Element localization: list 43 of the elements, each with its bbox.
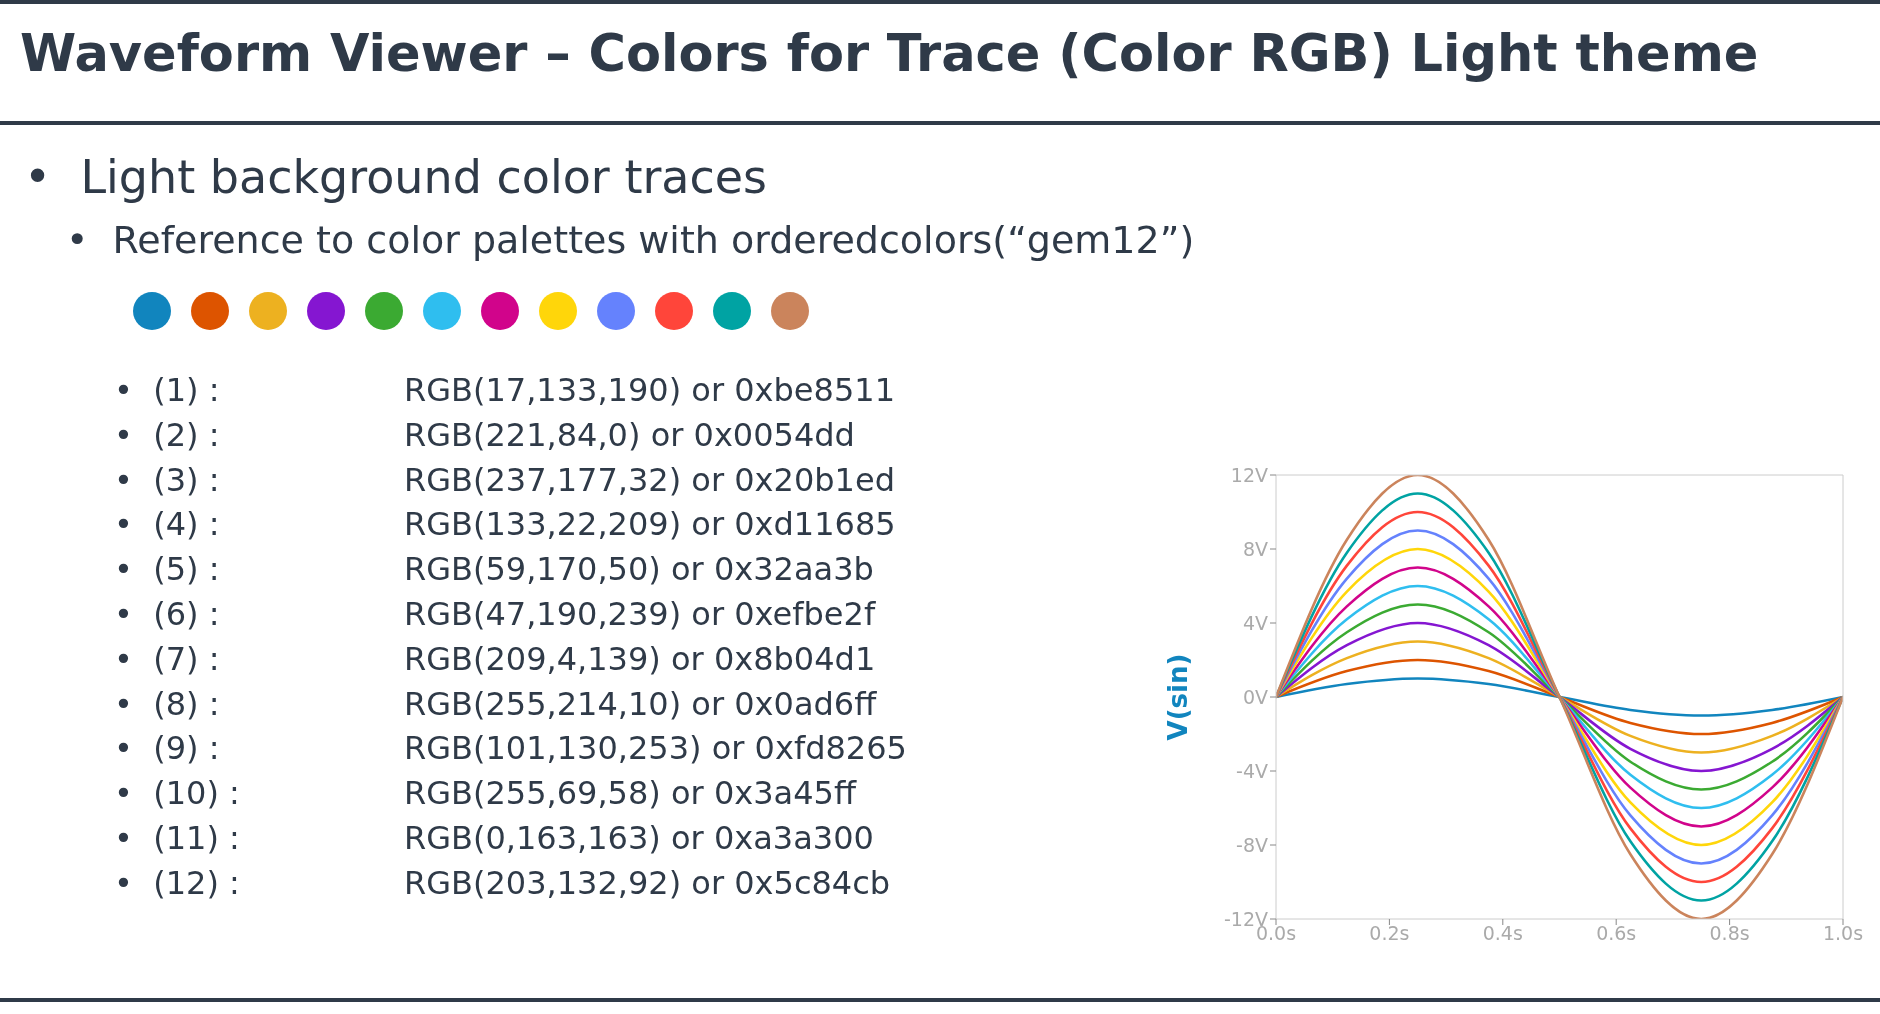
text: RGB(209,4,139) or 0x8b04d1 (404, 639, 876, 678)
text: • (6) : (114, 594, 221, 635)
y-tick-label: 4V (1242, 611, 1268, 634)
text: • (4) : (114, 504, 221, 546)
text: • (5) : (114, 549, 221, 591)
text: RGB(0,163,163) or 0xa3a300 (404, 818, 874, 857)
text: RGB(133,22,209) or 0xd11685 (404, 505, 896, 544)
text: • (1) : (114, 370, 221, 411)
text: • (2) : (114, 414, 221, 456)
y-axis-title: V(sin) (1163, 653, 1194, 741)
text: • (10) : (114, 773, 241, 815)
x-tick-label: 0.2s (1369, 922, 1410, 945)
text: RGB(17,133,190) or 0xbe8511 (404, 371, 895, 409)
text: • (7) : (114, 638, 221, 680)
line-series (1276, 640, 1843, 754)
x-tick-label: 0.4s (1482, 922, 1523, 945)
y-tick-label: 0V (1242, 685, 1268, 708)
line-series (1276, 658, 1843, 736)
text: RGB(101,130,253) or 0xfd8265 (404, 729, 907, 768)
text: • (3) : (114, 459, 221, 501)
text: RGB(237,177,32) or 0x20b1ed (404, 460, 895, 499)
line-series (1276, 621, 1843, 773)
y-tick-label: 8V (1242, 537, 1268, 560)
text: RGB(221,84,0) or 0x0054dd (404, 415, 855, 454)
y-tick-label: 12V (1230, 463, 1268, 486)
text: RGB(59,170,50) or 0x32aa3b (404, 550, 874, 589)
text: RGB(47,190,239) or 0xefbe2f (404, 594, 876, 633)
x-tick-label: 0.8s (1709, 922, 1750, 945)
text: RGB(255,214,10) or 0x0ad6ff (404, 684, 877, 723)
text: • Reference to color palettes with orderedcolors(“gem12”) (66, 218, 1195, 262)
text: RGB(255,69,58) or 0x3a45ff (404, 774, 856, 813)
text: • (11) : (114, 817, 241, 859)
line-series (1276, 677, 1843, 717)
text: • (12) : (114, 862, 241, 904)
chart-title: Waveform Viewer – Colors for Trace (Color RGB) Light theme (20, 24, 1759, 83)
x-tick-label: 1.0s (1822, 922, 1864, 945)
y-tick-label: -4V (1236, 759, 1268, 782)
text: RGB(203,132,92) or 0x5c84cb (404, 863, 891, 902)
text: • (9) : (114, 728, 221, 770)
text: • (8) : (114, 683, 221, 725)
y-tick-label: -8V (1236, 833, 1268, 856)
text: • Light background color traces (24, 150, 768, 204)
x-tick-label: 0.6s (1596, 922, 1637, 945)
